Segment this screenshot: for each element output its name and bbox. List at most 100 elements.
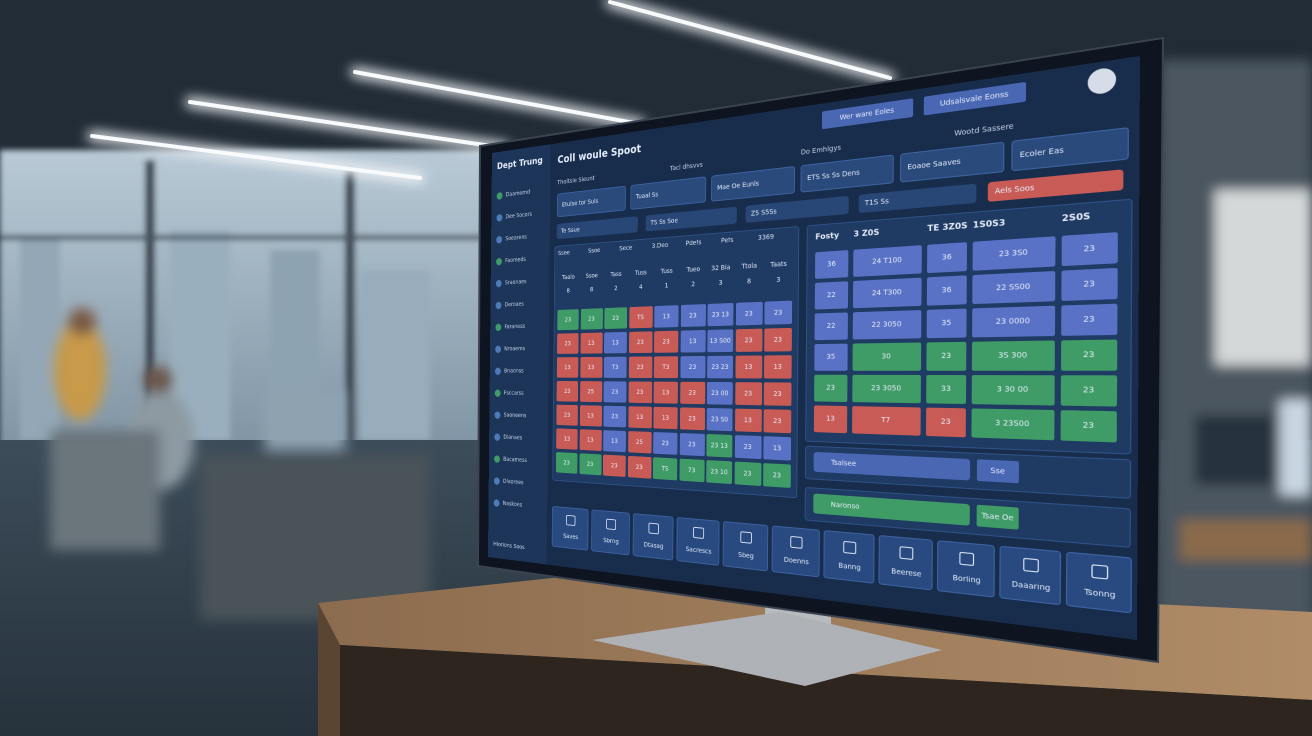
- grid-cell[interactable]: 23: [602, 454, 626, 478]
- bottom-button[interactable]: Sbrng: [591, 509, 630, 556]
- grid-cell[interactable]: 23 13: [706, 434, 733, 458]
- grid-cell[interactable]: 23: [1061, 267, 1118, 302]
- grid-cell[interactable]: 3 30 00: [971, 375, 1055, 406]
- bottom-button[interactable]: Beerese: [878, 534, 933, 591]
- grid-cell[interactable]: 23: [764, 327, 792, 352]
- grid-cell[interactable]: 23 10: [706, 460, 733, 485]
- sidebar-item[interactable]: Saoneens: [503, 411, 527, 419]
- grid-cell[interactable]: 23 00: [706, 381, 733, 405]
- grid-cell[interactable]: 13: [579, 356, 603, 378]
- grid-cell[interactable]: 13: [579, 429, 602, 451]
- card[interactable]: Etulse tor Suls: [556, 185, 626, 218]
- grid-cell[interactable]: 13: [580, 332, 603, 354]
- grid-cell[interactable]: 23: [628, 381, 652, 404]
- bottom-button[interactable]: Doenns: [771, 525, 820, 578]
- grid-cell[interactable]: 36: [815, 250, 849, 279]
- grid-cell[interactable]: 23: [680, 304, 706, 327]
- grid-cell[interactable]: TS: [652, 457, 678, 481]
- grid-cell[interactable]: 23: [763, 382, 792, 406]
- bottom-button[interactable]: Banng: [823, 530, 875, 584]
- grid-cell[interactable]: 23: [734, 461, 762, 487]
- grid-cell[interactable]: 25: [627, 431, 652, 454]
- grid-cell[interactable]: 13: [603, 430, 627, 453]
- grid-cell[interactable]: 23: [925, 407, 966, 438]
- grid-cell[interactable]: 13: [654, 305, 679, 328]
- grid-cell[interactable]: 23: [628, 356, 652, 379]
- grid-cell[interactable]: 23: [557, 333, 579, 354]
- chip[interactable]: T1S Ss: [858, 183, 977, 214]
- grid-cell[interactable]: 73: [679, 458, 705, 483]
- grid-cell[interactable]: 23: [628, 331, 653, 354]
- grid-cell[interactable]: 33: [926, 374, 967, 405]
- grid-cell[interactable]: TS: [628, 306, 653, 329]
- grid-cell[interactable]: 23: [556, 380, 579, 402]
- grid-cell[interactable]: 13: [556, 357, 579, 378]
- grid-cell[interactable]: 23: [627, 455, 652, 479]
- grid-cell[interactable]: 23 23: [707, 355, 734, 379]
- grid-cell[interactable]: T3: [603, 356, 627, 378]
- card[interactable]: ETS Ss Ss Dens: [800, 154, 894, 193]
- card[interactable]: Eoaoe Saaves: [899, 141, 1005, 183]
- grid-cell[interactable]: 13: [556, 428, 578, 450]
- grid-cell[interactable]: T7: [852, 406, 921, 436]
- grid-cell[interactable]: 25: [579, 381, 602, 403]
- sidebar-item[interactable]: Dianaes: [503, 433, 523, 442]
- grid-cell[interactable]: 23 3050: [852, 374, 921, 404]
- grid-cell[interactable]: 23: [734, 382, 762, 406]
- grid-cell[interactable]: 23: [763, 409, 792, 434]
- bottom-button[interactable]: Sbeg: [722, 521, 769, 572]
- grid-cell[interactable]: 13: [735, 355, 762, 379]
- sidebar-item[interactable]: Deroaes: [504, 300, 524, 309]
- bottom-button[interactable]: Borling: [936, 540, 995, 598]
- grid-cell[interactable]: 24 T300: [852, 277, 922, 309]
- grid-cell[interactable]: 23: [557, 309, 579, 331]
- grid-cell[interactable]: 13: [627, 406, 652, 429]
- grid-cell[interactable]: 23: [653, 432, 678, 455]
- grid-cell[interactable]: 23: [1060, 410, 1117, 443]
- chip[interactable]: Te Ssue: [556, 216, 638, 240]
- bottom-button[interactable]: Tsonng: [1065, 551, 1133, 614]
- grid-cell[interactable]: 23: [814, 374, 848, 403]
- grid-cell[interactable]: 13: [579, 405, 602, 427]
- grid-cell[interactable]: 23: [603, 381, 627, 403]
- bottom-button[interactable]: Saves: [551, 505, 589, 551]
- grid-cell[interactable]: 23 S0: [706, 407, 733, 432]
- grid-cell[interactable]: 36: [926, 275, 967, 306]
- sidebar-item[interactable]: Nroaems: [504, 345, 526, 353]
- grid-cell[interactable]: 3S 300: [971, 340, 1055, 371]
- grid-cell[interactable]: 23: [604, 307, 628, 330]
- grid-cell[interactable]: 13: [680, 330, 706, 353]
- grid-cell[interactable]: 23: [1061, 232, 1118, 267]
- sidebar-item[interactable]: Faraness: [504, 322, 526, 331]
- card[interactable]: Tuaal Ss: [630, 176, 707, 210]
- chip[interactable]: TS Ss Soe: [645, 206, 737, 232]
- grid-cell[interactable]: 23: [679, 432, 705, 457]
- top-button[interactable]: Wer ware Eoles: [821, 98, 914, 130]
- sidebar-item[interactable]: Bnaonss: [504, 367, 524, 375]
- grid-cell[interactable]: T3: [653, 356, 679, 379]
- bar-badge[interactable]: Sse: [976, 459, 1020, 484]
- grid-cell[interactable]: 13: [813, 405, 848, 434]
- grid-cell[interactable]: 13: [653, 381, 678, 404]
- grid-cell[interactable]: 23: [1060, 375, 1118, 407]
- grid-cell[interactable]: 35: [814, 343, 848, 371]
- grid-cell[interactable]: 23: [603, 405, 627, 428]
- card[interactable]: Ecoler Eas: [1011, 127, 1129, 172]
- grid-cell[interactable]: 23: [734, 435, 762, 460]
- bottom-button[interactable]: Dtasag: [632, 513, 674, 561]
- grid-cell[interactable]: 23 3S0: [972, 236, 1056, 271]
- grid-cell[interactable]: 23: [1061, 303, 1118, 336]
- grid-cell[interactable]: 23: [679, 355, 706, 379]
- grid-cell[interactable]: 22 SS00: [972, 270, 1056, 305]
- grid-cell[interactable]: 23: [926, 341, 967, 371]
- grid-cell[interactable]: 23: [556, 404, 578, 426]
- grid-cell[interactable]: 23: [735, 301, 763, 326]
- grid-cell[interactable]: 13: [604, 331, 627, 354]
- grid-cell[interactable]: 23: [679, 381, 705, 405]
- grid-cell[interactable]: 23: [679, 407, 705, 431]
- grid-cell[interactable]: 13: [653, 406, 678, 430]
- grid-cell[interactable]: 22: [814, 281, 849, 310]
- bottom-button[interactable]: Sacrescs: [676, 517, 720, 566]
- grid-cell[interactable]: 22: [814, 312, 848, 341]
- grid-cell[interactable]: 23 0000: [972, 305, 1056, 338]
